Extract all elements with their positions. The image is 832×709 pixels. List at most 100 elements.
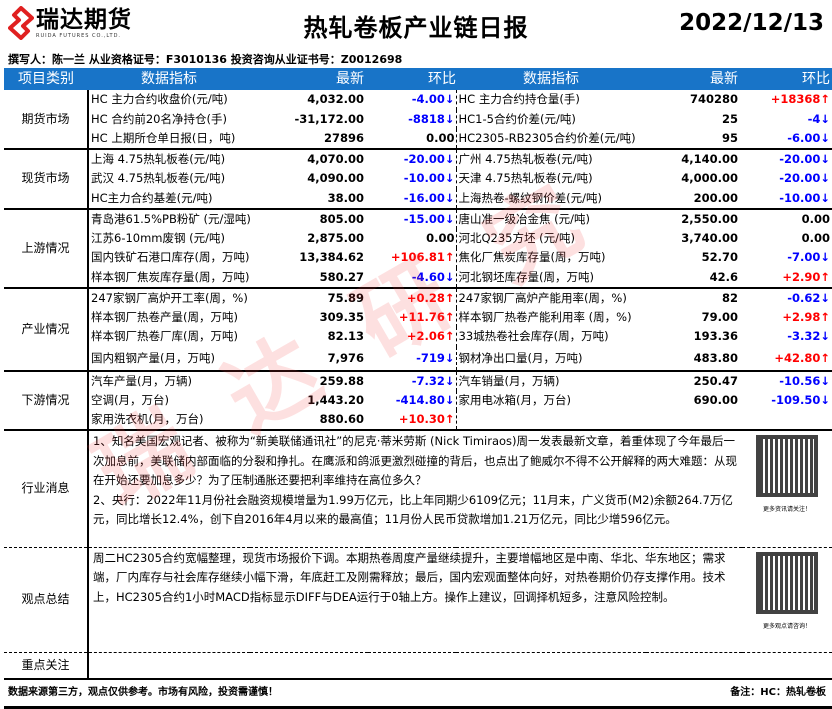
- news-qr: 更多资讯请关注！: [742, 429, 832, 547]
- indicator-name: 国内粗钢产量(月，万吨): [91, 350, 215, 365]
- indicator-name: 家用洗衣机(月，万台): [91, 412, 204, 426]
- latest-value: 52.70: [701, 250, 738, 265]
- change-value: +2.90↑: [782, 269, 830, 284]
- indicator-name: 江苏6-10mm废钢 (元/吨): [91, 230, 226, 245]
- category-label: 上游情况: [4, 207, 89, 288]
- latest-value: 690.00: [693, 392, 738, 407]
- table-row: 产业情况 247家钢厂高炉开工率(周，%) 75.89 +0.28↑ 247家钢厂高炉产…: [4, 286, 832, 371]
- indicator-name: 样本钢厂焦炭库存量(周，万吨): [91, 269, 250, 284]
- focus-text: [88, 651, 832, 679]
- indicator-name: 空调(月，万台): [91, 392, 169, 407]
- news-text: 1、知名美国宏观记者、被称为“新美联储通讯社”的尼克·蒂米劳斯 (Nick Ti…: [88, 429, 742, 547]
- change-value: -414.80↓: [368, 390, 457, 410]
- change-value: -719↓: [368, 346, 457, 371]
- change-value: +2.98↑: [782, 309, 830, 324]
- latest-value: 25: [721, 111, 738, 126]
- author-line: 撰写人：陈一兰 从业资格证号：F3010136 投资咨询从业证书号：Z00126…: [8, 53, 403, 66]
- change-value: -8818↓: [368, 109, 457, 129]
- col-change: 环比: [368, 68, 456, 90]
- indicator-name: 唐山准一级冶金焦 (元/吨): [456, 207, 646, 229]
- change-value: +18368↑: [770, 92, 830, 107]
- focus-category: 重点关注: [4, 651, 89, 679]
- news-category: 行业消息: [4, 429, 89, 547]
- logo-name: 瑞达期货: [36, 7, 132, 33]
- latest-value: 4,070.00: [250, 148, 368, 169]
- table-row: 空调(月，万台) 1,443.20 -414.80↓ 家用电冰箱(月，万台) 690.0…: [4, 390, 832, 410]
- change-value: 0.00: [368, 129, 457, 149]
- latest-value: 4,140.00: [646, 148, 742, 169]
- change-value: 0.00: [801, 230, 830, 245]
- change-value: +106.81↑: [368, 248, 457, 268]
- latest-value: 95: [721, 131, 738, 145]
- indicator-name: HC 合约前20名净持仓(手): [91, 111, 227, 126]
- indicator-name: 国内铁矿石港口库存(周，万吨): [91, 250, 250, 265]
- indicator-name: HC 主力合约持仓量(手): [458, 92, 580, 107]
- change-value: 0.00: [742, 207, 832, 229]
- change-value: 0.00: [368, 228, 457, 248]
- latest-value: 250.47: [646, 369, 742, 391]
- change-value: +2.06↑: [368, 327, 457, 347]
- report-title: 热轧卷板产业链日报: [303, 14, 529, 42]
- indicator-name: HC1-5合约价差(元/吨): [458, 111, 576, 126]
- change-value: -4.00↓: [368, 90, 457, 110]
- change-value: -7.00↓: [787, 250, 830, 265]
- indicator-name: 天津 4.75热轧板卷(元/吨): [458, 171, 593, 186]
- latest-value: 880.60: [319, 412, 364, 426]
- latest-value: 2,550.00: [646, 207, 742, 229]
- logo: 瑞达期货 RUIDA FUTURES CO.,LTD.: [8, 6, 132, 40]
- change-value: -3.32↓: [787, 329, 830, 344]
- news-section: 行业消息 1、知名美国宏观记者、被称为“新美联储通讯社”的尼克·蒂米劳斯 (Ni…: [4, 429, 832, 547]
- view-category: 观点总结: [4, 546, 89, 652]
- latest-value: 4,000.00: [681, 171, 738, 186]
- table-row: HC主力合约基差(元/吨) 38.00 -16.00↓ 上海热卷-螺纹钢价差(元/吨)…: [4, 188, 832, 209]
- change-value: -7.32↓: [368, 369, 457, 391]
- indicator-name: 汽车销量(月，万辆): [456, 369, 646, 391]
- latest-value: 82: [646, 286, 742, 308]
- change-value: -0.62↓: [742, 286, 832, 308]
- col-indicator-2: 数据指标: [456, 68, 646, 90]
- indicator-name: 33城热卷社会库存(周，万吨): [458, 329, 609, 344]
- table-row: 国内粗钢产量(月，万吨) 7,976 -719↓ 钢材净出口量(月，万吨) 483.80…: [4, 346, 832, 371]
- table-row: 上游情况 青岛港61.5%PB粉矿 (元/湿吨) 805.00 -15.00↓ 唐山准一…: [4, 207, 832, 288]
- col-category: 项目类别: [4, 68, 88, 90]
- qr-caption: 更多观点请咨询！: [762, 622, 811, 630]
- category-label: 产业情况: [4, 286, 89, 371]
- latest-value: 75.89: [250, 286, 368, 308]
- change-value: -10.56↓: [742, 369, 832, 391]
- report-header: 瑞达期货 RUIDA FUTURES CO.,LTD. 热轧卷板产业链日报 20…: [0, 0, 832, 50]
- col-change-2: 环比: [742, 68, 832, 90]
- indicator-name: 武汉 4.75热轧板卷(元/吨): [91, 171, 226, 186]
- indicator-name: 广州 4.75热轧板卷(元/吨): [456, 148, 646, 169]
- focus-section: 重点关注: [4, 651, 832, 679]
- change-value: [742, 410, 832, 430]
- table-header-row: 项目类别 数据指标 最新 环比 数据指标 最新 环比: [4, 68, 832, 90]
- indicator-name: 青岛港61.5%PB粉矿 (元/湿吨): [88, 207, 250, 229]
- latest-value: 42.6: [709, 269, 738, 284]
- logo-english: RUIDA FUTURES CO.,LTD.: [36, 33, 122, 39]
- change-value: +42.80↑: [774, 350, 830, 365]
- disclaimer: 数据来源第三方，观点仅供参考。市场有风险，投资需谨慎！: [4, 678, 646, 709]
- change-value: -20.00↓: [779, 171, 830, 186]
- table-row: 下游情况 汽车产量(月，万辆) 259.88 -7.32↓ 汽车销量(月，万辆) 250.…: [4, 369, 832, 430]
- category-label: 下游情况: [4, 369, 89, 430]
- indicator-name: HC主力合约基差(元/吨): [91, 190, 213, 205]
- indicator-name: 上海 4.75热轧板卷(元/吨): [88, 148, 250, 169]
- latest-value: 3,740.00: [681, 230, 738, 245]
- indicator-name: 焦化厂焦炭库存量(周，万吨): [458, 250, 606, 265]
- indicator-name: [456, 410, 646, 430]
- report-date: 2022/12/13: [679, 10, 824, 36]
- table-row: HC 上期所仓单日报(日，吨) 27896 0.00 HC2305-RB2305合约价…: [4, 129, 832, 149]
- table-row: 武汉 4.75热轧板卷(元/吨) 4,090.00 -10.00↓ 天津 4.75热轧…: [4, 169, 832, 189]
- indicator-name: 样本钢厂热卷产量(周，万吨): [91, 309, 238, 324]
- qr-code-icon: [756, 551, 818, 614]
- category-label: 现货市场: [4, 148, 89, 209]
- change-value: -109.50↓: [771, 392, 830, 407]
- footer-note: 备注：HC：热轧卷板: [646, 678, 832, 709]
- latest-value: [646, 410, 742, 430]
- change-value: -4↓: [807, 111, 830, 126]
- latest-value: 309.35: [319, 309, 364, 324]
- latest-value: 193.36: [693, 329, 738, 344]
- table-row: 样本钢厂焦炭库存量(周，万吨) 580.27 -4.60↓ 河北钢坯库存量(周，万吨)…: [4, 267, 832, 288]
- latest-value: 483.80: [693, 350, 738, 365]
- table-row: 江苏6-10mm废钢 (元/吨) 2,875.00 0.00 河北Q235方坯 (元/…: [4, 228, 832, 248]
